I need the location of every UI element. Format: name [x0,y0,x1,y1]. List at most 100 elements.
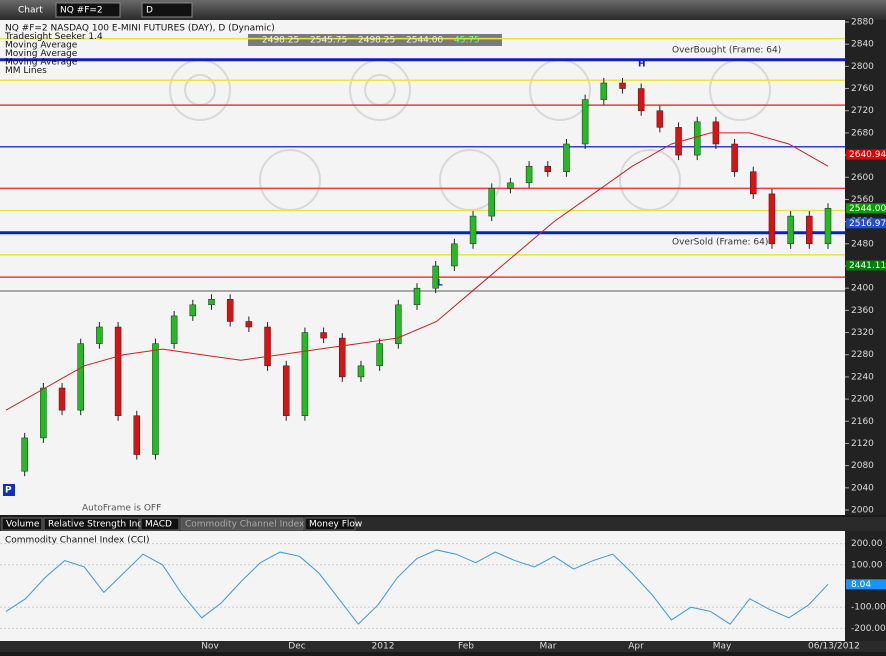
price-pane [0,20,845,515]
price-label: 2516.97 [849,219,886,229]
candle [395,304,402,344]
candle [357,365,365,378]
date-label: Feb [458,642,474,652]
overbought-label: OverBought (Frame: 64) [672,46,781,56]
candle [563,143,570,172]
date-label: Nov [201,642,219,652]
candle [637,88,645,111]
toolbar [0,0,886,20]
candle [114,326,122,416]
candle [40,387,47,439]
candle [693,121,701,156]
y-tick-label: 2080 [851,461,874,471]
date-label: 06/13/2012 [808,642,860,652]
ohlc-box [248,34,502,46]
candle [339,337,346,378]
y-tick-label: 2000 [851,506,874,516]
moving-average [5,132,829,411]
y-tick-label: 2280 [851,350,874,360]
candle [21,437,28,472]
price-label: 2640.94 [849,150,886,160]
price-label-box [846,149,886,160]
y-tick-label: 2680 [851,128,874,138]
candle [77,343,84,411]
y-tick-label: 2560 [851,195,874,205]
candle [824,208,832,245]
tab-label[interactable]: Money Flow [309,520,362,530]
cci-title: Commodity Channel Index (CCI) [5,536,149,546]
legend-entry: Moving Average [5,49,78,59]
candle [170,315,178,344]
ohlc-value: 2545.75 [310,36,347,46]
tab-label[interactable]: Relative Strength Index [48,520,154,530]
candle [96,326,103,344]
y-tick-label: 2040 [851,483,874,493]
candle [282,365,290,416]
candle [750,171,757,195]
candle [469,215,477,245]
candle [301,332,309,416]
price-label: 2544.00 [849,204,886,214]
y-tick-label: 2880 [851,18,874,28]
candle [787,215,794,245]
y-tick-label: 2120 [851,439,874,449]
legend-entry: NQ #F=2 NASDAQ 100 E-MINI FUTURES (DAY),… [5,24,275,34]
candle [619,82,626,89]
tab[interactable] [140,517,180,531]
candle [768,193,776,245]
tab[interactable] [304,517,356,531]
legend-entry: Moving Average [5,41,78,51]
candle [507,182,514,189]
price-label-box [846,218,886,229]
candle [189,304,197,317]
autoframe-label: AutoFrame is OFF [82,504,161,514]
tab[interactable] [43,517,140,531]
candle [58,387,66,411]
symbol[interactable]: NQ #F=2 [60,6,103,16]
ohlc-value: 2498.25 [262,36,299,46]
date-label: May [713,642,732,652]
p-marker: P [5,486,12,496]
date-label: 2012 [372,642,395,652]
candle [525,165,533,184]
cci-line [5,549,829,625]
candle [600,82,608,100]
candle [806,215,813,245]
candle [208,299,215,306]
interval[interactable]: D [146,6,153,16]
tab[interactable] [180,517,304,531]
date-label: Dec [288,642,305,652]
date-label: Mar [540,642,557,652]
ohlc-value: 2544.00 [406,36,443,46]
symbol-box[interactable] [55,2,121,18]
high-marker: H [638,60,646,70]
window-title: Chart [18,6,43,16]
oversold-label: OverSold (Frame: 64) [672,238,768,248]
cci-tick-label: -200.00 [851,624,886,634]
legend-entry: MM Lines [5,66,47,76]
price-label: 2441.11 [849,261,886,271]
cci-pane [0,531,845,641]
candle [731,143,738,172]
y-tick-label: 2200 [851,395,874,405]
tab[interactable] [1,517,43,531]
legend-entry: Moving Average [5,58,78,68]
y-tick-label: 2320 [851,328,874,338]
candle [451,243,458,267]
cci-current: 8.04 [851,580,871,590]
price-label-box [846,260,886,271]
tab-label[interactable]: Commodity Channel Index (CCI) [185,520,329,530]
candle [581,99,589,145]
candle [656,110,664,128]
tab-label[interactable]: Volume [6,520,40,530]
candle [488,188,495,217]
candle [152,343,159,455]
cci-current-box [846,579,886,590]
ohlc-value: 2498.25 [358,36,395,46]
candle [320,332,327,339]
candle [245,321,253,328]
candle [413,287,421,306]
interval-box[interactable] [141,2,193,18]
tab-label[interactable]: MACD [145,520,172,530]
